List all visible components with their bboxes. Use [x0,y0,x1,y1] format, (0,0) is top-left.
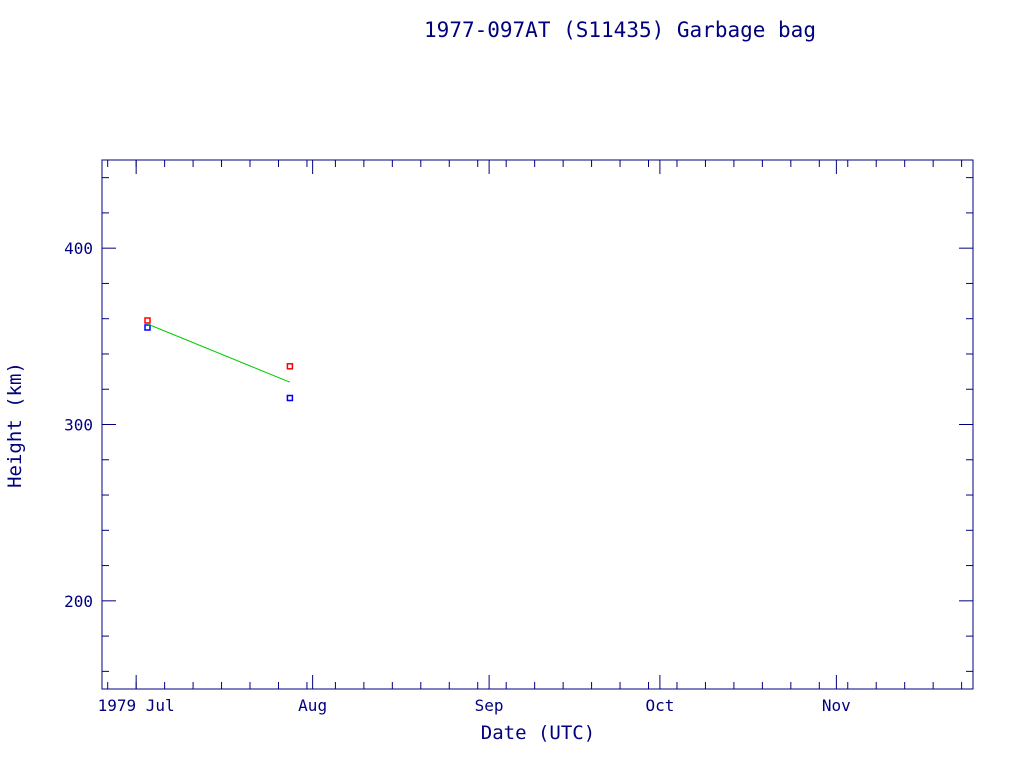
y-tick-label: 400 [64,239,93,258]
x-tick-label: Aug [298,696,327,715]
data-point [286,394,294,402]
axis-ticks [102,160,973,689]
x-tick-label: Sep [475,696,504,715]
axis-tick-labels: 200 300 400 1979 Jul Aug Sep Oct Nov [64,239,851,715]
y-tick-label: 300 [64,416,93,435]
data-marks [144,317,294,402]
y-axis-label: Height (km) [4,362,26,488]
x-axis-label: Date (UTC) [481,722,595,744]
y-tick-label: 200 [64,592,93,611]
x-tick-label: Nov [822,696,851,715]
plot-frame [101,159,974,690]
x-tick-label: Oct [645,696,674,715]
chart-title: 1977-097AT (S11435) Garbage bag [424,18,816,42]
data-point [286,363,294,370]
x-tick-label: 1979 Jul [98,696,175,715]
data-point [144,324,151,331]
fit-line [147,323,291,383]
data-point [144,317,151,324]
